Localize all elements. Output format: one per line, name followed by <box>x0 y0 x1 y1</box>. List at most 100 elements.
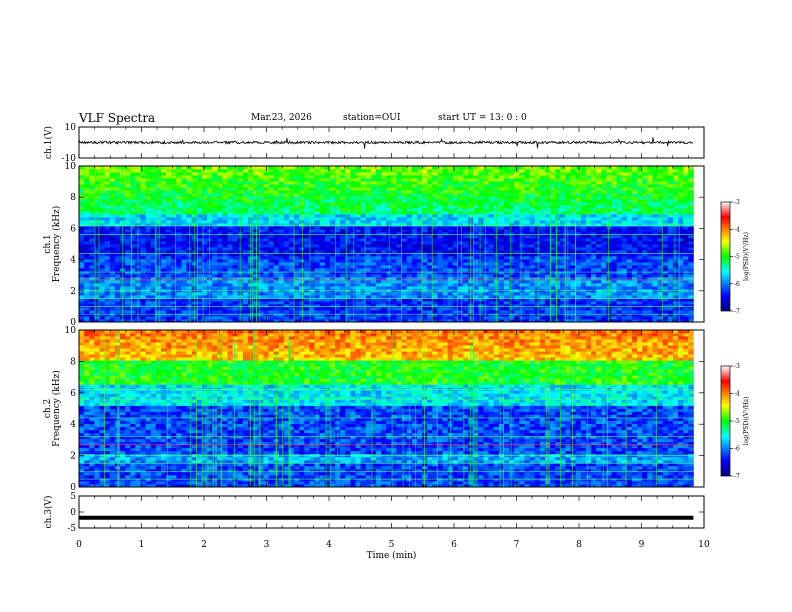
spectrogram-cell <box>688 229 694 233</box>
spectrogram-cell <box>370 280 377 284</box>
spectrogram-cell <box>657 205 664 209</box>
spectrogram-cell <box>462 268 469 272</box>
spectrogram-cell <box>688 220 694 224</box>
spectrogram-cell <box>672 241 679 245</box>
spectrogram-1 <box>79 166 694 323</box>
spectrogram-cell <box>652 211 658 215</box>
spectrogram-cell <box>621 244 628 248</box>
spectrogram-cell <box>171 226 177 230</box>
spectrogram-cell <box>457 310 464 314</box>
spectrogram-cell <box>616 265 623 269</box>
spectrogram-cell <box>406 235 413 239</box>
spectrogram-cell <box>432 280 438 284</box>
spectrogram-cell <box>462 229 469 233</box>
spectrogram-cell <box>406 283 413 287</box>
spectrogram-cell <box>171 208 177 212</box>
spectrogram-cell <box>452 262 459 266</box>
spectrogram-cell <box>678 283 684 287</box>
spectrogram-cell <box>570 256 577 260</box>
spectrogram-cell <box>667 235 674 239</box>
spectrogram-cell <box>391 319 397 323</box>
spectrogram-cell <box>94 307 100 311</box>
spectrogram-cell <box>294 250 300 254</box>
spectrogram-cell <box>411 214 418 218</box>
spectrogram-cell <box>109 205 116 209</box>
spectrogram-cell <box>488 199 495 203</box>
spectrogram-cell <box>334 304 341 308</box>
spectrogram-cell <box>585 271 592 275</box>
spectrogram-cell <box>570 265 577 269</box>
spectrogram-cell <box>160 280 167 284</box>
spectrogram-cell <box>360 229 367 233</box>
spectrogram-cell <box>514 217 520 221</box>
spectrogram-cell <box>473 205 479 209</box>
spectrogram-cell <box>560 217 566 221</box>
spectrogram-cell <box>340 196 346 200</box>
spectrogram-cell <box>268 226 274 230</box>
spectrogram-cell <box>396 301 402 305</box>
spectrogram-cell <box>596 226 602 230</box>
spectrogram-cell <box>683 211 689 215</box>
spectrogram-cell <box>304 223 310 227</box>
spectrogram-cell <box>375 262 382 266</box>
spectrogram-cell <box>222 283 228 287</box>
spectrogram-cell <box>145 226 152 230</box>
spectrogram-cell <box>263 268 269 272</box>
spectrogram-cell <box>519 304 525 308</box>
spectrogram-cell <box>283 259 290 263</box>
spectrogram-cell <box>104 256 111 260</box>
spectrogram-cell <box>585 223 592 227</box>
spectrogram-cell <box>283 220 290 224</box>
spectrogram-cell <box>611 307 617 311</box>
spectrogram-cell <box>478 226 484 230</box>
spectrogram-cell <box>631 241 638 245</box>
spectrogram-cell <box>268 316 274 320</box>
spectrogram-cell <box>125 244 131 248</box>
spectrogram-cell <box>104 307 111 311</box>
spectrogram-cell <box>283 226 290 230</box>
spectrogram-cell <box>478 316 484 320</box>
spectrogram-cell <box>524 295 530 299</box>
spectrogram-cell <box>263 277 269 281</box>
spectrogram-cell <box>457 298 464 302</box>
spectrogram-cell <box>181 256 187 260</box>
spectrogram-cell <box>647 238 653 242</box>
spectrogram-cell <box>304 283 310 287</box>
spectrogram-cell <box>130 262 136 266</box>
spectrogram-cell <box>621 208 628 212</box>
spectrogram-cell <box>575 280 582 284</box>
spectrogram-cell <box>381 208 387 212</box>
spectrogram-cell <box>683 298 689 302</box>
spectrogram-cell <box>647 283 653 287</box>
spectrogram-cell <box>616 229 623 233</box>
spectrogram-cell <box>217 274 223 278</box>
spectrogram-cell <box>232 259 239 263</box>
spectrogram-cell <box>222 253 228 257</box>
spectrogram-cell <box>432 217 438 221</box>
spectrogram-cell <box>360 319 367 323</box>
spectrogram-cell <box>442 256 449 260</box>
spectrogram-cell <box>509 316 515 320</box>
spectrogram-cell <box>570 208 577 212</box>
spectrogram-cell <box>345 208 351 212</box>
spectrogram-cell <box>375 280 382 284</box>
spectrogram-cell <box>227 259 233 263</box>
spectrogram-cell <box>232 211 239 215</box>
spectrogram-cell <box>258 238 264 242</box>
spectrogram-cell <box>181 232 187 236</box>
spectrogram-cell <box>683 205 689 209</box>
spectrogram-cell <box>580 313 587 317</box>
spectrogram-cell <box>647 256 653 260</box>
spectrogram-cell <box>89 253 95 257</box>
spectrogram-cell <box>125 304 131 308</box>
spectrogram-cell <box>478 310 484 314</box>
spectrogram-cell <box>442 238 449 242</box>
spectrogram-cell <box>150 286 157 290</box>
spectrogram-cell <box>375 241 382 245</box>
spectrogram-cell <box>667 229 674 233</box>
spectrogram-cell <box>294 265 300 269</box>
spectrogram-cell <box>186 202 193 206</box>
spectrogram-cell <box>672 217 679 221</box>
spectrogram-cell <box>478 220 484 224</box>
spectrogram-cell <box>688 235 694 239</box>
